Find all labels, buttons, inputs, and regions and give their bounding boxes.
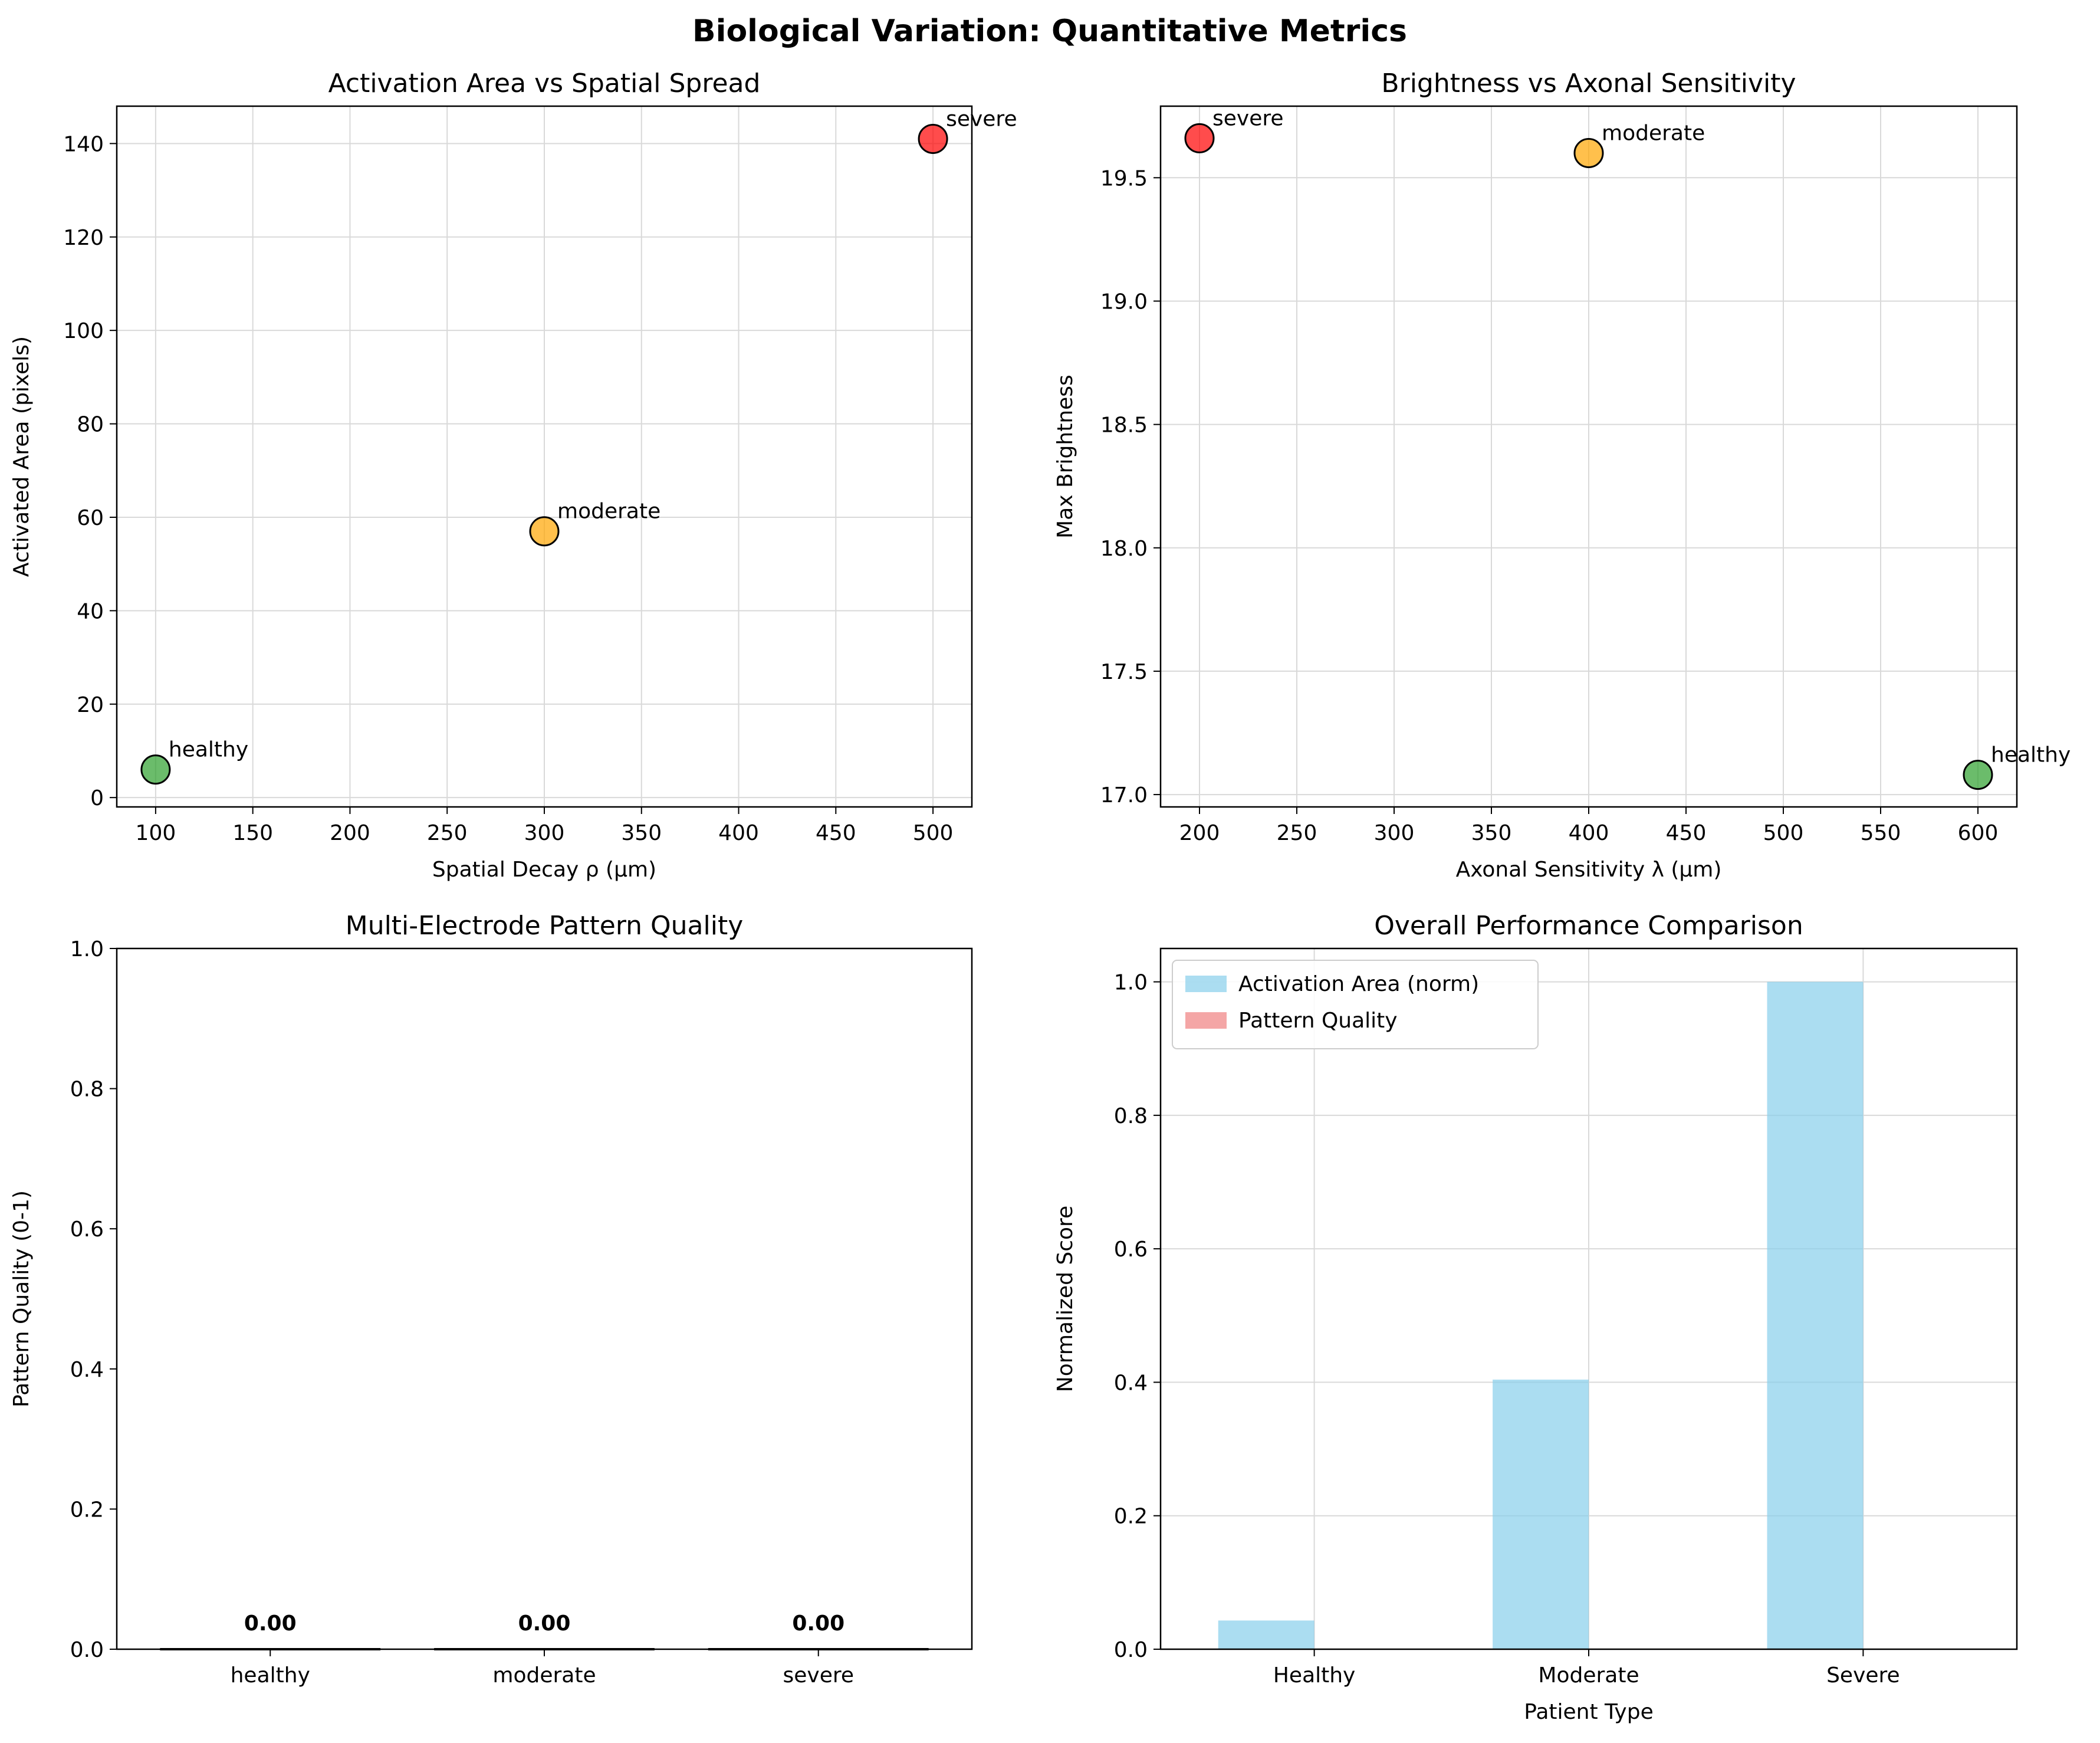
chart-p3: 0.00 0.00 0.00 healthy moderate severe 0.0 0.2 0…	[9, 911, 973, 1688]
y-tick-label: 80	[77, 413, 104, 437]
y-axis-label: Pattern Quality (0-1)	[9, 1190, 34, 1407]
x-tick-label-moderate: moderate	[492, 1663, 596, 1688]
chart-p2: severe moderate healthy 200 250 300 350 400 450 5…	[1053, 68, 2071, 882]
legend-swatch-1	[1185, 1012, 1227, 1029]
y-tick-label: 19.5	[1100, 166, 1148, 191]
y-tick-label: 17.0	[1100, 783, 1148, 808]
chart-title: Brightness vs Axonal Sensitivity	[1381, 68, 1796, 99]
y-axis-label: Activated Area (pixels)	[9, 336, 34, 577]
bar-activation-area-norm--1	[1493, 1379, 1589, 1649]
point-label-healthy: healthy	[1991, 743, 2071, 767]
x-tick-label: 200	[330, 821, 370, 845]
legend-label-1: Pattern Quality	[1238, 1009, 1398, 1033]
point-healthy	[140, 754, 171, 785]
y-axis-label: Max Brightness	[1053, 375, 1077, 539]
bar-value-label-moderate: 0.00	[518, 1611, 571, 1636]
point-label-moderate: moderate	[1602, 121, 1705, 145]
x-tick-label: 450	[1666, 821, 1707, 845]
legend-label-0: Activation Area (norm)	[1238, 972, 1479, 996]
y-tick-label: 140	[63, 132, 104, 156]
bar-value-label-healthy: 0.00	[244, 1611, 297, 1636]
y-tick-label: 0	[90, 786, 104, 810]
x-axis-label: Spatial Decay ρ (μm)	[432, 858, 656, 882]
y-tick-label: 0.4	[1114, 1371, 1148, 1395]
bar-value-label-severe: 0.00	[792, 1611, 844, 1636]
point-moderate	[1573, 137, 1604, 168]
y-tick-label: 0.8	[1114, 1104, 1148, 1128]
y-tick-label: 20	[77, 693, 104, 717]
y-tick-label: 100	[63, 319, 104, 343]
y-tick-label: 18.0	[1100, 537, 1148, 561]
x-tick-label: 450	[816, 821, 856, 845]
x-tick-label: 600	[1958, 821, 1999, 845]
bar-activation-area-norm--2	[1767, 982, 1864, 1649]
y-tick-label: 19.0	[1100, 290, 1148, 314]
y-tick-label: 1.0	[1114, 971, 1148, 995]
y-tick-label: 120	[63, 226, 104, 250]
y-tick-label: 1.0	[70, 937, 104, 961]
point-severe	[918, 123, 948, 154]
y-tick-label: 17.5	[1100, 660, 1148, 684]
y-tick-label: 18.5	[1100, 413, 1148, 438]
x-tick-label-healthy: healthy	[231, 1663, 310, 1688]
x-tick-label-moderate: Moderate	[1538, 1663, 1639, 1688]
point-label-severe: severe	[946, 107, 1017, 131]
x-axis-label: Axonal Sensitivity λ (μm)	[1456, 858, 1722, 882]
figure-suptitle: Biological Variation: Quantitative Metri…	[692, 14, 1407, 49]
x-tick-label: 300	[524, 821, 565, 845]
point-healthy	[1963, 760, 1993, 790]
x-tick-label: 400	[1569, 821, 1609, 845]
y-tick-label: 0.6	[70, 1217, 104, 1242]
chart-title: Multi-Electrode Pattern Quality	[346, 911, 744, 941]
bar-activation-area-norm--0	[1218, 1620, 1314, 1649]
y-axis-label: Normalized Score	[1053, 1206, 1077, 1392]
x-tick-label-severe: severe	[783, 1663, 854, 1688]
x-tick-label: 250	[1277, 821, 1317, 845]
y-tick-label: 0.8	[70, 1078, 104, 1102]
y-tick-label: 60	[77, 506, 104, 530]
x-tick-label: 500	[913, 821, 954, 845]
x-axis-label: Patient Type	[1524, 1700, 1653, 1724]
y-tick-label: 40	[77, 599, 104, 623]
chart-title: Overall Performance Comparison	[1374, 911, 1803, 941]
x-tick-label: 350	[621, 821, 662, 845]
y-tick-label: 0.2	[70, 1498, 104, 1522]
point-severe	[1184, 123, 1215, 153]
point-label-severe: severe	[1212, 106, 1284, 130]
x-tick-label: 500	[1763, 821, 1804, 845]
point-moderate	[529, 516, 560, 547]
legend-swatch-0	[1185, 976, 1227, 992]
x-tick-label: 150	[232, 821, 273, 845]
y-tick-label: 0.4	[70, 1358, 104, 1382]
x-tick-label-healthy: Healthy	[1273, 1663, 1356, 1688]
x-tick-label: 350	[1471, 821, 1512, 845]
legend-box	[1172, 960, 1539, 1049]
x-tick-label: 250	[427, 821, 468, 845]
y-tick-label: 0.2	[1114, 1505, 1148, 1529]
chart-title: Activation Area vs Spatial Spread	[328, 68, 761, 99]
x-tick-label: 300	[1374, 821, 1415, 845]
point-label-moderate: moderate	[557, 500, 660, 524]
x-tick-label: 200	[1179, 821, 1220, 845]
x-tick-label: 550	[1861, 821, 1901, 845]
y-tick-label: 0.6	[1114, 1238, 1148, 1262]
chart-p4: Healthy Moderate Severe 0.0 0.2 0.4 0.6 0.8 1.0 O…	[1053, 911, 2018, 1724]
x-tick-label: 400	[718, 821, 759, 845]
point-label-healthy: healthy	[169, 738, 248, 762]
x-tick-label-severe: Severe	[1826, 1663, 1900, 1688]
y-tick-label: 0.0	[70, 1638, 104, 1662]
x-tick-label: 100	[136, 821, 176, 845]
y-tick-label: 0.0	[1114, 1638, 1148, 1662]
